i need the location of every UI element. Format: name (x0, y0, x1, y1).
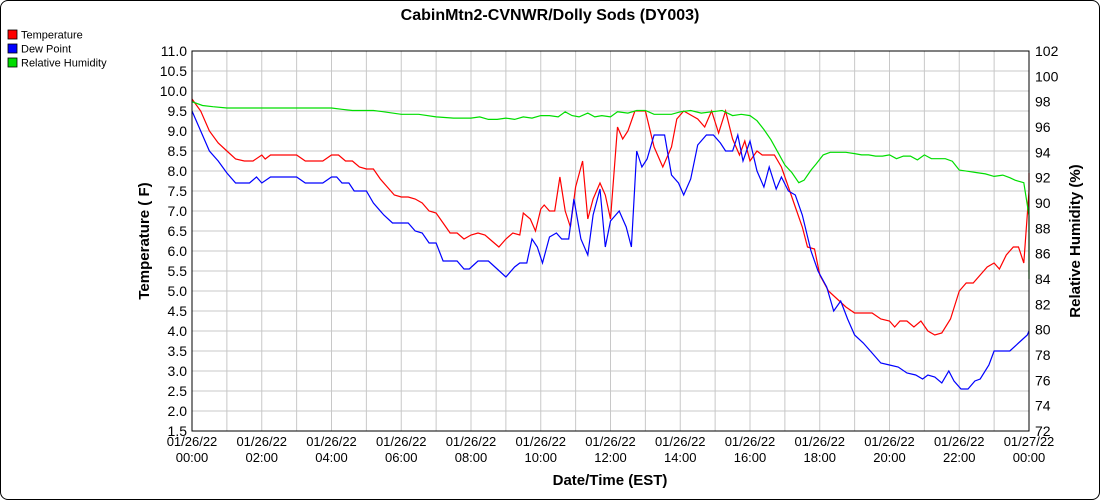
x-axis-ticks: 01/26/2200:0001/26/2202:0001/26/2204:000… (167, 434, 1055, 465)
x-tick-date: 01/26/22 (376, 434, 427, 449)
y2-tick-label: 100 (1035, 68, 1059, 84)
x-tick-date: 01/26/22 (585, 434, 636, 449)
y-tick-label: 5.0 (168, 283, 188, 299)
legend-label: Temperature (21, 30, 83, 42)
y-tick-label: 4.5 (168, 303, 188, 319)
y-tick-label: 5.5 (168, 263, 188, 279)
x-tick-date: 01/26/22 (167, 434, 218, 449)
x-tick-date: 01/26/22 (864, 434, 915, 449)
x-tick-date: 01/26/22 (934, 434, 985, 449)
y2-tick-label: 92 (1035, 170, 1051, 186)
x-tick-time: 10:00 (524, 450, 557, 465)
y-tick-label: 10.0 (160, 83, 187, 99)
x-tick-time: 04:00 (315, 450, 348, 465)
series-line-relative-humidity (191, 101, 1030, 279)
y-tick-label: 3.0 (168, 363, 188, 379)
y2-tick-label: 82 (1035, 296, 1051, 312)
x-tick-time: 18:00 (803, 450, 836, 465)
y2-tick-label: 78 (1035, 347, 1051, 363)
x-tick-time: 06:00 (385, 450, 418, 465)
y2-tick-label: 76 (1035, 372, 1051, 388)
y-axis-ticks: 1.5 2.0 2.5 3.0 3.5 4.0 4.5 5.0 5.5 6.0 6.5 7.0 7.5 8… (160, 43, 187, 439)
legend-swatch (7, 43, 18, 54)
y-tick-label: 7.0 (168, 203, 188, 219)
legend-label: Relative Humidity (21, 58, 107, 70)
y2-tick-label: 72 (1035, 423, 1051, 439)
y2-tick-label: 96 (1035, 119, 1051, 135)
y-tick-label: 3.5 (168, 343, 188, 359)
x-axis-title: Date/Time (EST) (553, 472, 668, 489)
x-tick-time: 22:00 (943, 450, 976, 465)
y-tick-label: 4.0 (168, 323, 188, 339)
plot-area (191, 50, 1030, 432)
y-axis-title: Temperature ( F) (136, 182, 153, 299)
y2-tick-label: 90 (1035, 195, 1051, 211)
chart-title: CabinMtn2-CVNWR/Dolly Sods (DY003) (401, 7, 700, 24)
y2-tick-label: 74 (1035, 398, 1051, 414)
x-tick-date: 01/27/22 (1004, 434, 1055, 449)
x-tick-time: 00:00 (1013, 450, 1046, 465)
legend: Temperature Dew Point Relative Humidity (7, 29, 107, 70)
y-tick-label: 10.5 (160, 63, 187, 79)
x-tick-date: 01/26/22 (236, 434, 287, 449)
y2-tick-label: 98 (1035, 94, 1051, 110)
y2-tick-label: 102 (1035, 43, 1059, 59)
y2-tick-label: 86 (1035, 246, 1051, 262)
y-tick-label: 9.5 (168, 103, 188, 119)
y-tick-label: 6.0 (168, 243, 188, 259)
series-line-dew-point (191, 110, 1030, 390)
legend-swatch (7, 57, 18, 68)
y-tick-label: 2.5 (168, 383, 188, 399)
x-tick-time: 20:00 (873, 450, 906, 465)
x-tick-time: 02:00 (245, 450, 278, 465)
x-tick-date: 01/26/22 (655, 434, 706, 449)
legend-label: Dew Point (21, 44, 71, 56)
x-tick-time: 16:00 (734, 450, 767, 465)
y-tick-label: 11.0 (161, 43, 187, 59)
y2-axis-title: Relative Humidity (%) (1067, 164, 1084, 317)
x-tick-date: 01/26/22 (725, 434, 776, 449)
legend-swatch (7, 29, 18, 40)
x-tick-time: 14:00 (664, 450, 697, 465)
y-tick-label: 8.5 (168, 143, 188, 159)
y-tick-label: 6.5 (168, 223, 188, 239)
x-tick-time: 08:00 (455, 450, 488, 465)
y2-tick-label: 88 (1035, 220, 1051, 236)
x-tick-date: 01/26/22 (794, 434, 845, 449)
y-tick-label: 7.5 (168, 183, 188, 199)
series-line-temperature (191, 98, 1030, 336)
series-layer (191, 98, 1030, 390)
x-tick-date: 01/26/22 (515, 434, 566, 449)
y2-axis-ticks: 72 74 76 78 80 82 84 86 88 90 92 94 96 98 100 102 (1035, 43, 1059, 439)
y-tick-label: 2.0 (168, 403, 188, 419)
x-tick-date: 01/26/22 (306, 434, 357, 449)
y2-tick-label: 80 (1035, 322, 1051, 338)
x-tick-date: 01/26/22 (446, 434, 497, 449)
x-tick-time: 00:00 (176, 450, 209, 465)
grid (191, 50, 1030, 432)
y-tick-label: 8.0 (168, 163, 188, 179)
y2-tick-label: 94 (1035, 144, 1051, 160)
y-tick-label: 9.0 (168, 123, 188, 139)
y2-tick-label: 84 (1035, 271, 1051, 287)
x-tick-time: 12:00 (594, 450, 627, 465)
y-tick-label: 1.5 (168, 423, 188, 439)
